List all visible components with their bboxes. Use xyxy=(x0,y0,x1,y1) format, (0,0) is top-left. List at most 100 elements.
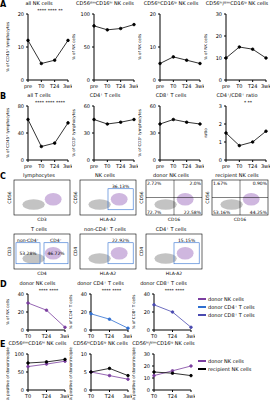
svg-text:T24: T24 xyxy=(167,393,177,399)
svg-text:T0: T0 xyxy=(37,163,44,169)
svg-text:CD4⁺: CD4⁺ xyxy=(50,238,62,243)
svg-text:2: 2 xyxy=(219,121,222,127)
svg-text:pre: pre xyxy=(222,163,230,170)
svg-text:0: 0 xyxy=(153,77,156,83)
svg-text:3wk: 3wk xyxy=(63,163,72,169)
svg-text:% of NK cells: % of NK cells xyxy=(138,34,142,60)
svg-text:% of CD3⁺ lymphocytes: % of CD3⁺ lymphocytes xyxy=(72,109,76,157)
svg-text:T24: T24 xyxy=(49,163,59,169)
svg-text:CD16: CD16 xyxy=(168,217,180,222)
svg-text:3wk: 3wk xyxy=(60,393,69,399)
svg-text:0: 0 xyxy=(21,77,24,83)
svg-text:10: 10 xyxy=(81,351,87,357)
svg-text:0: 0 xyxy=(21,327,24,333)
svg-text:CD56: CD56 xyxy=(8,191,12,203)
svg-text:30: 30 xyxy=(144,351,150,357)
svg-text:72.7%: 72.7% xyxy=(147,210,162,215)
svg-text:pre: pre xyxy=(156,83,164,90)
svg-text:T0: T0 xyxy=(150,333,157,339)
svg-text:T0: T0 xyxy=(87,393,94,399)
svg-text:2.72%: 2.72% xyxy=(147,181,162,186)
svg-text:T24: T24 xyxy=(104,393,114,399)
svg-text:40: 40 xyxy=(18,130,24,136)
svg-text:40: 40 xyxy=(144,291,150,297)
svg-text:1: 1 xyxy=(219,139,222,145)
svg-text:30: 30 xyxy=(150,130,156,136)
svg-text:T0: T0 xyxy=(37,83,44,89)
svg-text:53.28%: 53.28% xyxy=(19,251,37,256)
svg-text:30: 30 xyxy=(216,11,222,17)
svg-text:CD3: CD3 xyxy=(37,217,47,222)
svg-text:20: 20 xyxy=(18,309,24,315)
svg-text:CD4: CD4 xyxy=(73,247,78,257)
svg-text:20: 20 xyxy=(81,309,87,315)
svg-text:0: 0 xyxy=(147,387,150,393)
svg-text:22.92%: 22.92% xyxy=(112,238,130,243)
svg-text:3wk: 3wk xyxy=(261,83,265,89)
svg-text:% of CD4⁺ T cells: % of CD4⁺ T cells xyxy=(69,295,73,330)
svg-text:CD56: CD56 xyxy=(205,191,210,203)
svg-text:T24: T24 xyxy=(41,333,51,339)
svg-text:0: 0 xyxy=(21,157,24,163)
svg-text:20: 20 xyxy=(144,363,150,369)
svg-text:T0: T0 xyxy=(150,393,157,399)
svg-text:10: 10 xyxy=(216,55,222,61)
svg-text:% of CD8⁺ T cells: % of CD8⁺ T cells xyxy=(132,295,136,330)
svg-text:30: 30 xyxy=(84,130,90,136)
svg-text:% of NK cells: % of NK cells xyxy=(204,34,208,60)
svg-text:HLA-A2: HLA-A2 xyxy=(100,217,117,222)
svg-text:15.15%: 15.15% xyxy=(178,238,196,243)
svg-text:% positive of donor/recipient: % positive of donor/recipient xyxy=(69,347,73,400)
svg-text:10: 10 xyxy=(150,44,156,50)
svg-text:% of CD45⁺ lymphocytes: % of CD45⁺ lymphocytes xyxy=(8,108,10,158)
svg-text:T0: T0 xyxy=(169,83,176,89)
svg-text:% of CD3⁺ lymphocytes: % of CD3⁺ lymphocytes xyxy=(138,109,142,157)
svg-text:0: 0 xyxy=(87,77,90,83)
svg-text:T24: T24 xyxy=(247,83,257,89)
svg-text:pre: pre xyxy=(90,163,98,170)
svg-text:3wk: 3wk xyxy=(186,393,195,399)
svg-text:CD4: CD4 xyxy=(139,247,144,257)
svg-text:non-CD4⁺: non-CD4⁺ xyxy=(17,238,40,243)
svg-text:53.16%: 53.16% xyxy=(213,210,231,215)
svg-text:0: 0 xyxy=(153,157,156,163)
svg-text:CD3: CD3 xyxy=(8,247,12,257)
svg-text:CD56: CD56 xyxy=(73,191,78,203)
svg-text:0: 0 xyxy=(84,327,87,333)
svg-text:3: 3 xyxy=(219,103,222,109)
svg-text:20: 20 xyxy=(150,11,156,17)
svg-text:T24: T24 xyxy=(49,83,59,89)
svg-text:60: 60 xyxy=(150,103,156,109)
svg-text:0: 0 xyxy=(219,77,222,83)
svg-text:T24: T24 xyxy=(104,333,114,339)
svg-text:0: 0 xyxy=(147,327,150,333)
svg-text:80: 80 xyxy=(18,103,24,109)
svg-text:3wk: 3wk xyxy=(195,163,204,169)
svg-text:HLA-A2: HLA-A2 xyxy=(166,271,183,276)
svg-text:100: 100 xyxy=(80,11,90,17)
svg-text:100: 100 xyxy=(14,351,24,357)
svg-text:% of CD45⁺ lymphocytes: % of CD45⁺ lymphocytes xyxy=(8,22,10,72)
svg-text:T24: T24 xyxy=(181,163,191,169)
svg-text:3wk: 3wk xyxy=(129,163,138,169)
svg-text:3wk: 3wk xyxy=(129,83,138,89)
svg-text:T0: T0 xyxy=(103,83,110,89)
svg-text:46.72%: 46.72% xyxy=(47,251,65,256)
svg-text:pre: pre xyxy=(156,163,164,170)
svg-text:% of NK cells: % of NK cells xyxy=(72,34,76,60)
svg-text:0: 0 xyxy=(87,157,90,163)
svg-text:T24: T24 xyxy=(167,333,177,339)
svg-text:HLA-A2: HLA-A2 xyxy=(100,271,117,276)
svg-text:0: 0 xyxy=(219,157,222,163)
svg-text:T0: T0 xyxy=(235,163,242,169)
svg-text:3wk: 3wk xyxy=(186,333,195,339)
svg-text:T24: T24 xyxy=(115,163,125,169)
svg-text:3wk: 3wk xyxy=(261,163,265,169)
svg-text:36.13%: 36.13% xyxy=(112,184,130,189)
svg-text:44.25%: 44.25% xyxy=(250,210,265,215)
svg-text:pre: pre xyxy=(222,83,230,90)
svg-text:% of NK cells: % of NK cells xyxy=(8,299,10,325)
svg-text:2.0%: 2.0% xyxy=(190,181,202,186)
svg-text:0.90%: 0.90% xyxy=(253,181,265,186)
svg-text:T0: T0 xyxy=(24,333,31,339)
